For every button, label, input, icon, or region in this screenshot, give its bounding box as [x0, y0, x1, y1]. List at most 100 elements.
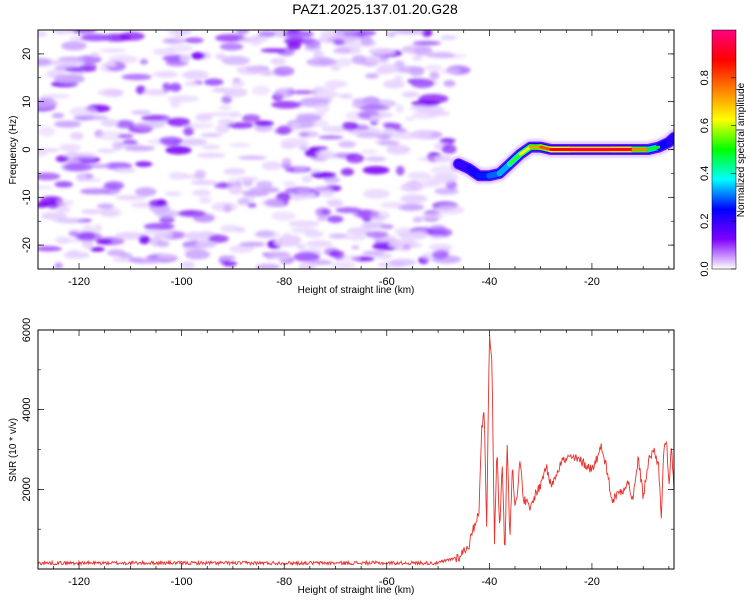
snr-series-line	[38, 334, 674, 567]
spectrogram-noise-cell	[411, 55, 423, 61]
colorbar-tick-label: 0.6	[699, 118, 711, 133]
spectrogram-noise-cell	[81, 209, 103, 215]
spectrogram-noise-cell	[167, 117, 191, 127]
snr-frame	[37, 329, 675, 570]
spectrogram-noise-cell	[64, 67, 97, 73]
spectrogram-noise-cell	[345, 153, 365, 164]
spectrogram-noise-cell	[97, 131, 127, 141]
spectrogram-noise-cell	[398, 230, 428, 241]
spectrogram-noise-cell	[68, 30, 97, 34]
spectrogram-noise-cell	[69, 106, 97, 117]
spectrogram-noise-cell	[149, 236, 163, 247]
spectrogram-x-tick-label: -60	[379, 276, 395, 288]
spectrogram-noise-cell	[270, 57, 287, 65]
spectrogram-noise-cell	[439, 35, 457, 41]
spectrogram-noise-cell	[139, 58, 148, 65]
spectrogram-noise-cell	[81, 187, 111, 194]
spectrogram-noise-cell	[180, 261, 195, 269]
spectrogram-noise-cell	[215, 33, 246, 42]
spectrogram-noise-cell	[265, 252, 274, 260]
spectrogram-y-axis-label: Frequency (Hz)	[8, 116, 19, 185]
spectrogram-noise-cell	[281, 157, 292, 168]
spectrogram-noise-cell	[135, 85, 146, 95]
spectrogram-noise-cell	[330, 65, 341, 71]
spectrogram-noise-cell	[218, 104, 232, 111]
spectrogram-noise-cell	[76, 115, 109, 121]
snr-x-tick-label: -80	[276, 576, 292, 588]
spectrogram-noise-cell	[170, 100, 181, 108]
spectrogram-noise-cell	[368, 47, 396, 56]
spectrogram-noise-cell	[180, 138, 208, 146]
spectrogram-noise-cell	[377, 140, 400, 146]
chart-title: PAZ1.2025.137.01.20.G28	[292, 1, 458, 17]
spectrogram-y-tick-label: -10	[21, 189, 33, 205]
spectrogram-noise-cell	[327, 215, 344, 223]
spectrogram-noise-cell	[327, 199, 344, 208]
spectrogram-noise-cell	[184, 249, 211, 260]
spectrogram-noise-cell	[41, 93, 71, 99]
spectrogram-noise-cell	[413, 180, 441, 188]
spectrogram-noise-cell	[201, 144, 221, 150]
spectrogram-noise-cell	[159, 215, 175, 224]
spectrogram-noise-cell	[377, 64, 399, 74]
spectrogram-noise-cell	[81, 238, 94, 249]
spectrogram-noise-cell	[320, 190, 335, 198]
spectrogram-noise-cell	[433, 173, 460, 182]
spectrogram-noise-cell	[223, 167, 246, 175]
spectrogram-noise-cell	[80, 33, 111, 42]
snr-x-tick-label: -40	[481, 576, 497, 588]
spectrogram-noise-cell	[400, 194, 428, 204]
spectrogram-noise-cell	[339, 93, 353, 99]
spectrogram-noise-cell	[112, 141, 124, 151]
spectrogram-noise-cell	[306, 57, 338, 67]
ridge-core-segment	[508, 152, 522, 166]
spectrogram-noise-cell	[389, 131, 422, 140]
spectrogram-noise-cell	[133, 121, 166, 129]
spectrogram-noise-cell	[413, 47, 434, 56]
spectrogram-noise-cell	[255, 230, 275, 238]
spectrogram-noise-cell	[315, 150, 335, 158]
spectrogram-noise-cell	[361, 215, 386, 220]
spectrogram-noise-cell	[54, 262, 63, 269]
spectrogram-noise-cell	[407, 171, 431, 180]
spectrogram-noise-cell	[304, 230, 324, 238]
spectrogram-noise-cell	[271, 100, 302, 109]
spectrogram-noise-cell	[297, 130, 319, 138]
spectrogram-noise-cell	[58, 56, 85, 62]
spectrogram-noise-cell	[38, 185, 54, 190]
spectrogram-noise-cell	[93, 223, 103, 233]
spectrogram-noise-cell	[236, 65, 269, 75]
spectrogram-noise-cell	[76, 55, 102, 64]
spectrogram-noise-cell	[440, 68, 460, 74]
spectrogram-noise-cell	[298, 262, 316, 269]
spectrogram-noise-cell	[205, 112, 235, 117]
spectrogram-noise-cell	[159, 136, 183, 145]
spectrogram-noise-cell	[95, 239, 113, 245]
spectrogram-noise-cell	[364, 55, 391, 64]
spectrogram-y-axis: -20 -10 0 10 20	[21, 29, 674, 270]
ridge-core-segment	[539, 145, 553, 151]
spectrogram-noise-cell	[143, 89, 168, 96]
spectrogram-noise-cell	[381, 122, 395, 127]
snr-y-tick-label: 6000	[21, 318, 33, 342]
spectrogram-noise-cell	[196, 152, 226, 158]
spectrogram-noise-cell	[219, 224, 240, 233]
snr-x-axis: -120 -100 -80 -60 -40 -20	[53, 330, 670, 588]
spectrogram-noise-cell	[215, 53, 227, 60]
spectrogram-noise-cell	[255, 263, 281, 269]
spectrogram-noise-cell	[362, 188, 390, 199]
spectrogram-noise-cell	[38, 31, 48, 37]
spectrogram-noise-cell	[389, 258, 417, 267]
spectrogram-noise-cell	[165, 145, 192, 155]
spectrogram-noise-cell	[215, 123, 230, 134]
spectrogram-noise-cell	[53, 120, 82, 128]
spectrogram-noise-cell	[302, 37, 315, 45]
spectrogram-noise-cell	[38, 148, 60, 153]
spectrogram-noise-cell	[96, 148, 116, 154]
spectrogram-noise-cell	[429, 71, 440, 80]
spectrogram-noise-cell	[260, 198, 285, 208]
spectrogram-noise-cell	[393, 75, 403, 82]
spectrogram-noise-cell	[315, 207, 332, 217]
spectrogram-noise-cell	[401, 91, 420, 98]
